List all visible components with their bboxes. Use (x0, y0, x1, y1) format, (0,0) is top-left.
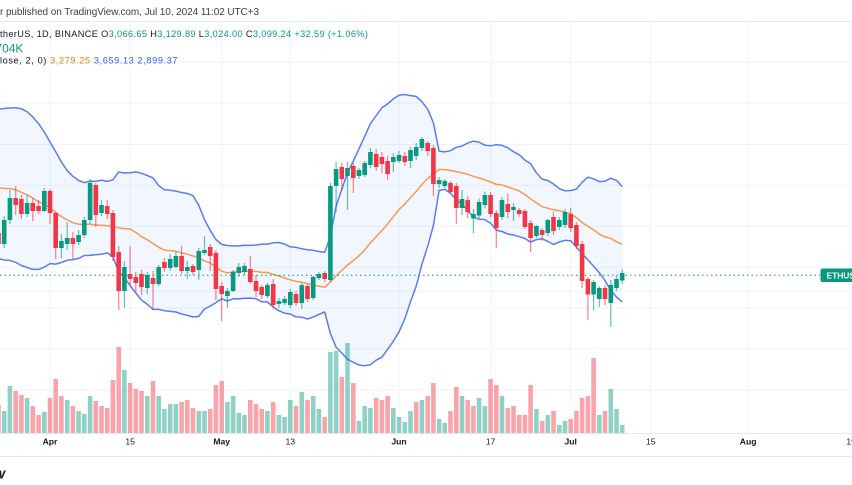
svg-text:r published on TradingView.com: r published on TradingView.com, Jul 10, … (0, 7, 259, 18)
svg-text:Jul: Jul (564, 437, 576, 447)
svg-text:15: 15 (125, 437, 135, 447)
svg-text:13: 13 (286, 437, 296, 447)
svg-text:lose, 2, 0) 3,279.25 3,659.13: lose, 2, 0) 3,279.25 3,659.13 2,899.37 (0, 56, 178, 66)
svg-text:May: May (213, 437, 230, 447)
svg-text:therUS, 1D, BINANCE O3,066.65: therUS, 1D, BINANCE O3,066.65 H3,129.89 … (0, 29, 368, 39)
svg-text:Aug: Aug (740, 437, 757, 447)
svg-text:ETHUS: ETHUS (827, 270, 852, 280)
svg-text:17: 17 (486, 437, 496, 447)
svg-text:Apr: Apr (43, 437, 58, 447)
svg-text:704K: 704K (0, 41, 23, 55)
svg-text:19: 19 (846, 437, 852, 447)
svg-text:w: w (0, 466, 7, 483)
svg-text:15: 15 (646, 437, 656, 447)
svg-text:Jun: Jun (391, 437, 406, 447)
